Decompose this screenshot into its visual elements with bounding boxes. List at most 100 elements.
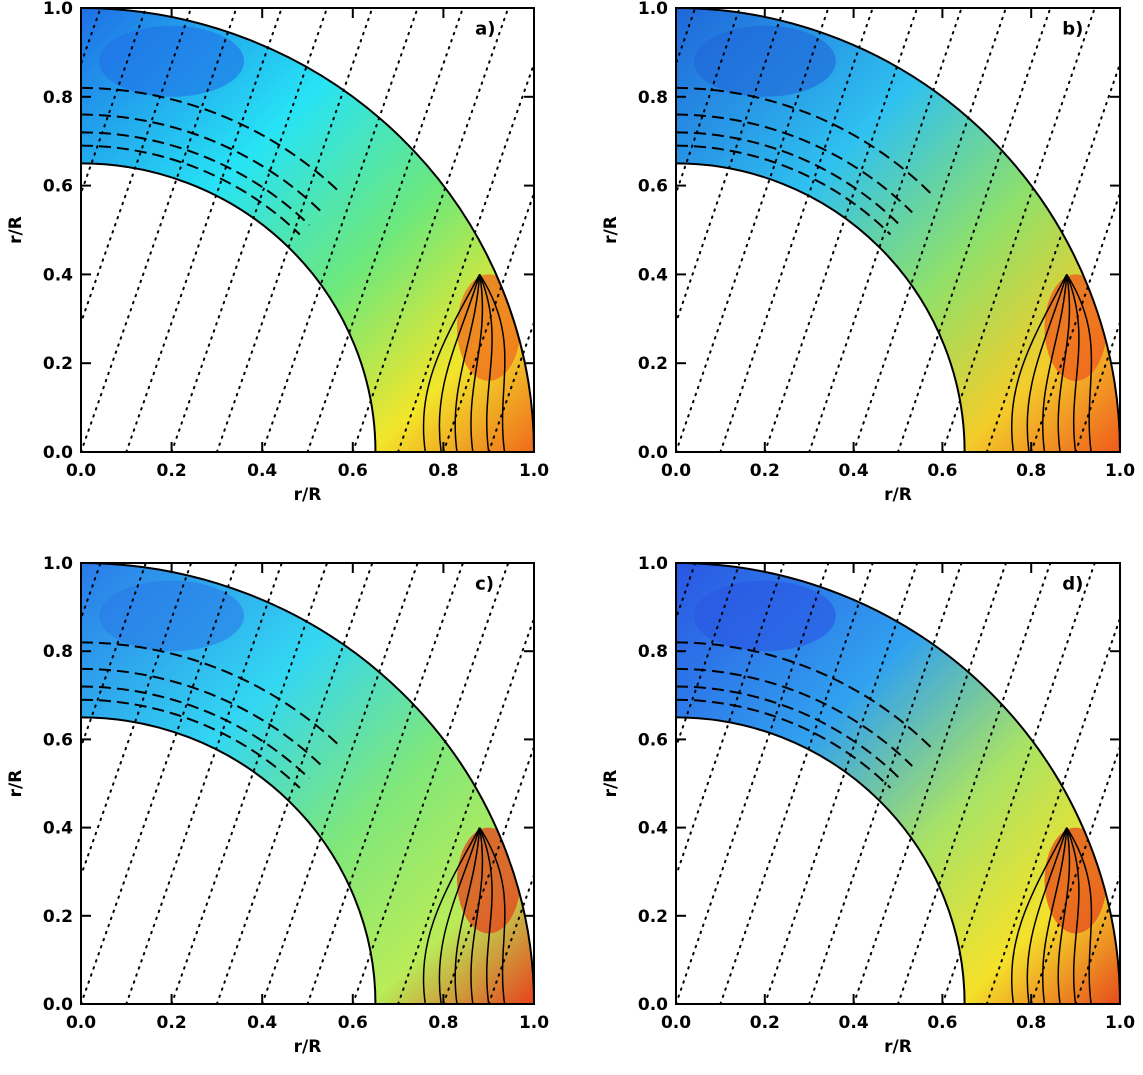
x-tick-label: 0.8 [428, 1013, 458, 1033]
x-axis-title: r/R [294, 485, 322, 505]
field-lines [676, 8, 1120, 452]
x-tick-label: 0.0 [66, 1013, 96, 1033]
shell-field [676, 563, 1120, 1004]
x-tick-label: 0.8 [1016, 1013, 1046, 1033]
contour-dashed [676, 698, 892, 789]
x-tick-label: 1.0 [1105, 1013, 1135, 1033]
contour-solid [454, 274, 481, 452]
field-line [261, 563, 419, 1004]
y-tick-label: 0.8 [43, 88, 73, 108]
y-tick-label: 0.0 [43, 995, 73, 1015]
contour-solid [470, 274, 484, 452]
contour-dashed [81, 113, 323, 214]
panel-a: 0.0 0.2 0.4 0.6 0.8 1.0 0.0 0.2 0.4 0.6 0.8 1.0 r/R r… [6, 0, 549, 505]
field-line [897, 8, 1052, 452]
field-line [852, 8, 1008, 452]
inner-boundary [80, 716, 377, 1005]
x-tick-label: 0.8 [1016, 461, 1046, 481]
contour-solid [470, 827, 484, 1004]
field-line [676, 563, 830, 1004]
inner-boundary [675, 162, 966, 453]
field-line [397, 60, 534, 452]
x-tick-label: 0.0 [66, 461, 96, 481]
field-line [261, 8, 419, 452]
contour-solid [422, 274, 481, 452]
x-axis-title: r/R [294, 1037, 322, 1057]
y-tick-label: 0.8 [638, 642, 668, 662]
y-tick-label: 0.8 [638, 88, 668, 108]
x-tick-label: 0.6 [927, 461, 957, 481]
field-line [985, 60, 1120, 452]
field-line [215, 563, 374, 1004]
contour-solid [1041, 827, 1068, 1004]
field-line [941, 8, 1096, 452]
x-tick-label: 0.6 [338, 461, 368, 481]
field-line [1119, 448, 1120, 452]
positive-contours [1010, 273, 1093, 452]
panel-label: b) [1062, 19, 1083, 40]
y-axis-title: r/R [6, 216, 26, 244]
y-tick-label: 0.2 [638, 907, 668, 927]
x-tick-label: 0.4 [247, 461, 277, 481]
y-tick-label: 1.0 [43, 0, 73, 19]
field-line [897, 563, 1052, 1004]
outer-boundary [675, 7, 1121, 453]
cold-spot [99, 580, 245, 652]
contour-solid [454, 827, 481, 1004]
field-line [852, 563, 1008, 1004]
y-tick-label: 1.0 [43, 554, 73, 574]
shell-field [81, 8, 534, 452]
x-tick-label: 1.0 [519, 461, 549, 481]
plot-frame [80, 562, 535, 1005]
contour-solid [1057, 827, 1071, 1004]
contour-dashed [676, 667, 913, 767]
contour-solid [1057, 274, 1071, 452]
field-line [808, 563, 963, 1004]
contour-solid [1041, 274, 1068, 452]
contour-solid [1066, 827, 1093, 1004]
y-tick-label: 1.0 [638, 554, 668, 574]
y-tick-label: 0.4 [43, 819, 73, 839]
y-tick-label: 0.0 [43, 443, 73, 463]
contour-solid [1010, 274, 1068, 452]
x-axis-title: r/R [884, 485, 912, 505]
negative-contours [81, 641, 342, 789]
field-line [985, 615, 1120, 1004]
field-line [763, 563, 919, 1004]
panel-label: c) [475, 573, 494, 594]
contour-dashed [676, 131, 901, 226]
x-tick-label: 0.8 [428, 461, 458, 481]
cold-spot [693, 580, 836, 652]
field-line [215, 8, 374, 452]
panel-b: 0.0 0.2 0.4 0.6 0.8 1.0 0.0 0.2 0.4 0.6 0.8 1.0 r/R r… [601, 0, 1135, 505]
x-tick-label: 0.2 [750, 461, 780, 481]
y-tick-label: 0.4 [43, 265, 73, 285]
outer-boundary [80, 562, 535, 1005]
contour-solid [1066, 274, 1080, 452]
x-tick-label: 0.4 [839, 461, 869, 481]
plot-frame [80, 7, 535, 453]
x-tick-label: 1.0 [1105, 461, 1135, 481]
field-line [1030, 190, 1120, 452]
field-line [351, 563, 510, 1004]
field-line [81, 8, 147, 197]
field-line [306, 8, 465, 452]
field-line [941, 563, 1096, 1004]
negative-contours [676, 86, 932, 236]
contour-dashed [676, 113, 913, 214]
x-tick-label: 0.6 [927, 1013, 957, 1033]
contour-dashed [81, 131, 311, 226]
y-tick-label: 0.4 [638, 819, 668, 839]
field-line [81, 8, 193, 326]
contour-solid [1010, 827, 1068, 1004]
negative-contours [81, 86, 342, 236]
field-line [81, 8, 238, 452]
field-line [81, 563, 238, 1004]
y-tick-label: 0.0 [638, 995, 668, 1015]
contour-dashed [81, 667, 323, 767]
contour-dashed [676, 86, 932, 195]
contour-dashed [676, 641, 932, 748]
contour-solid [1026, 274, 1068, 452]
contour-dashed [676, 685, 901, 780]
